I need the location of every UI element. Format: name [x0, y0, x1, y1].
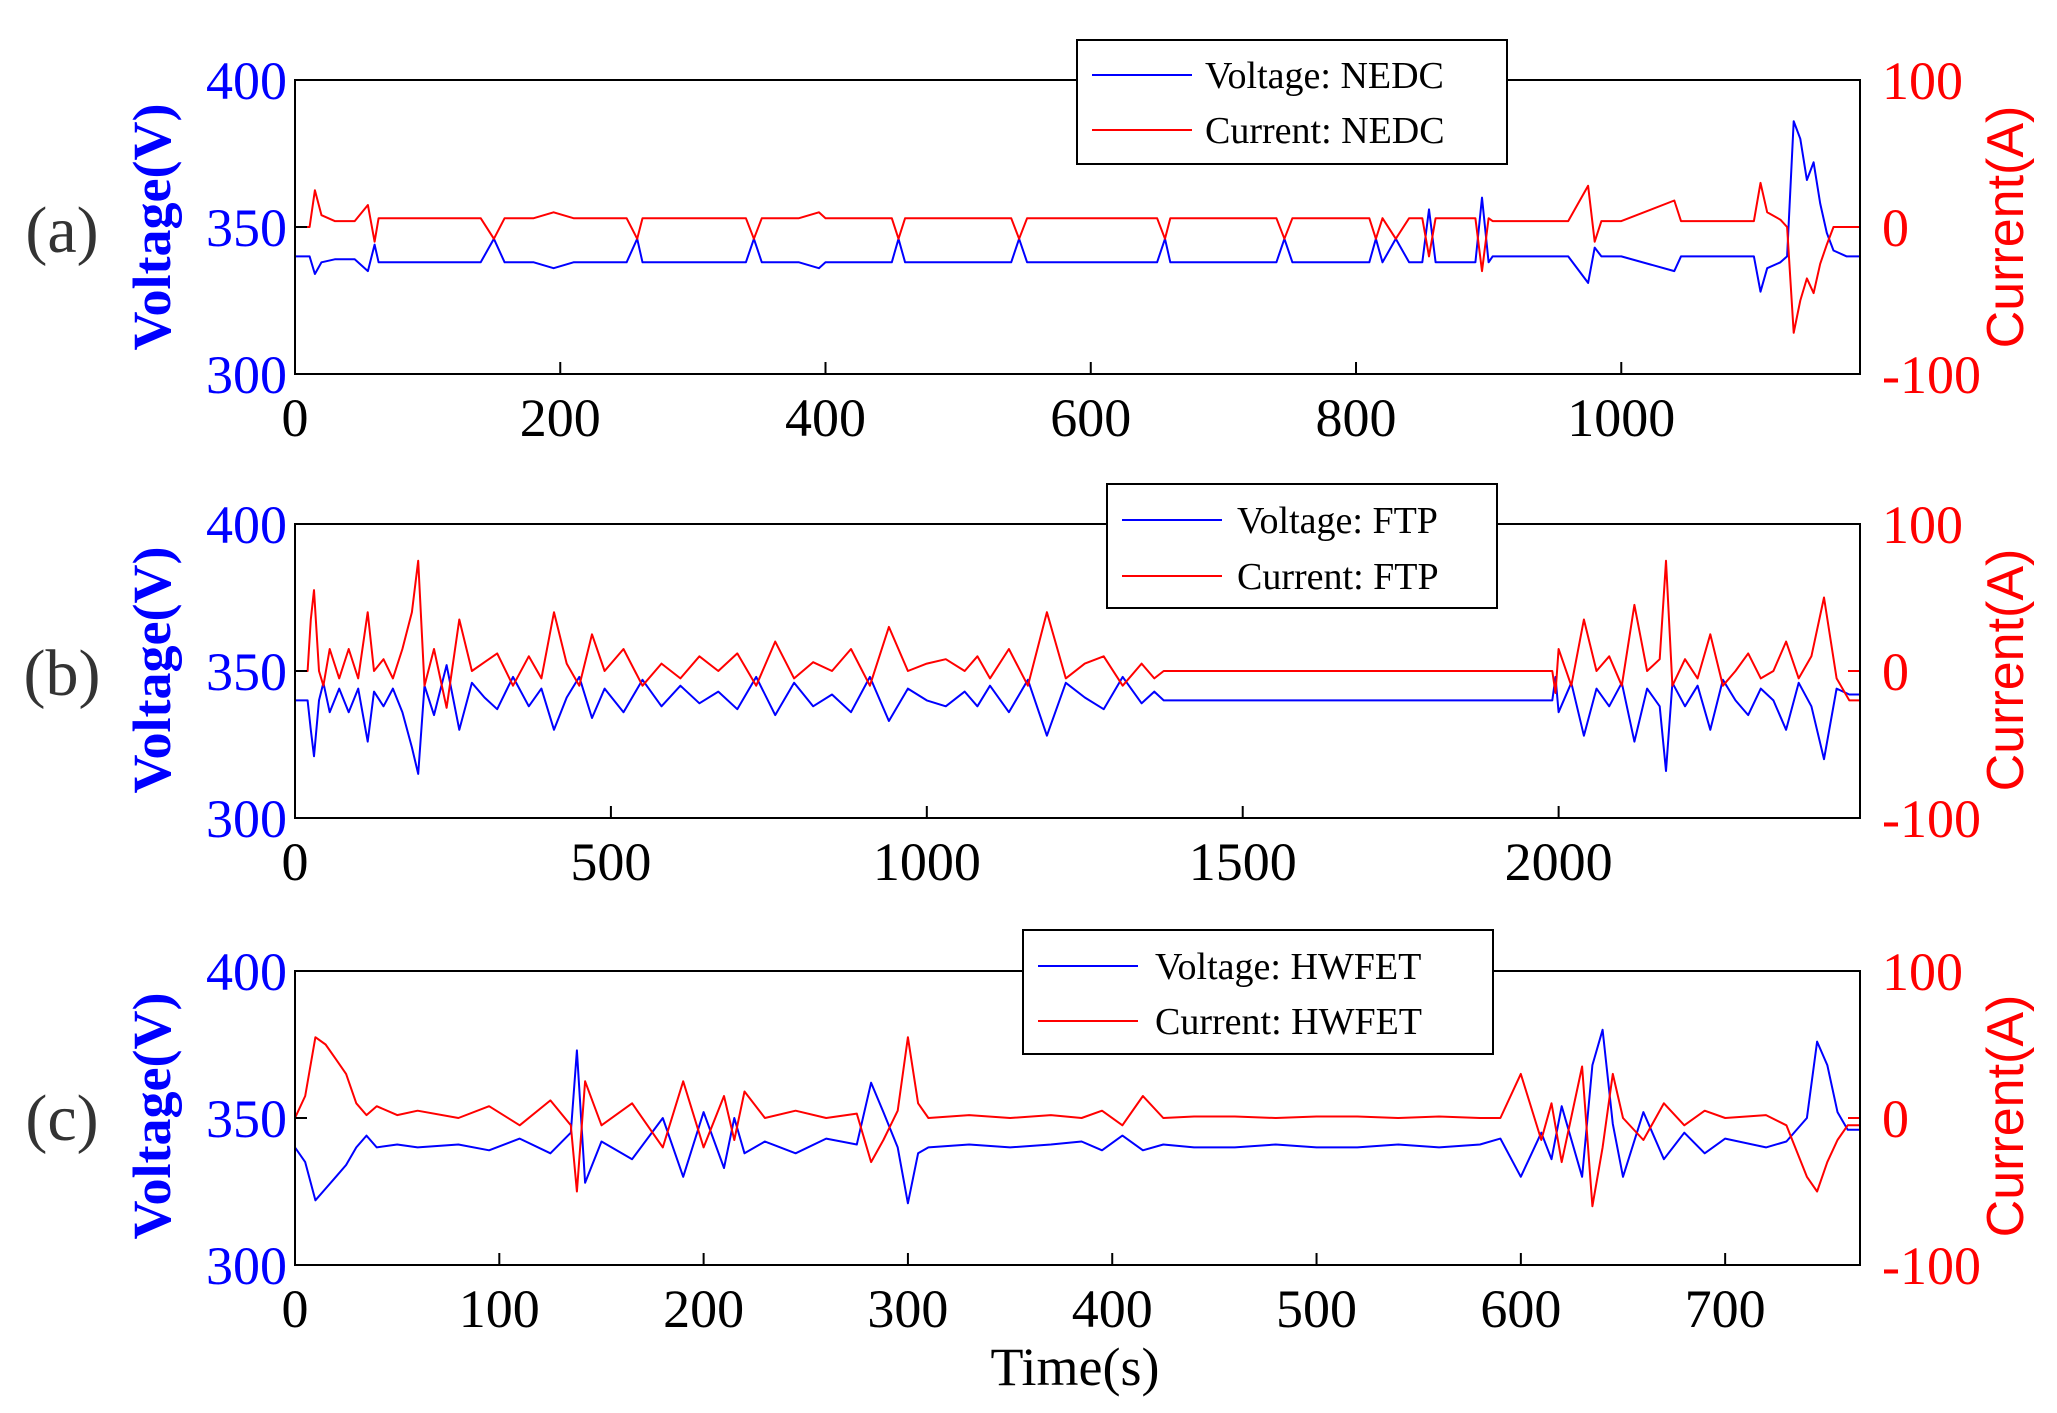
series-line-current [295, 1036, 1860, 1208]
axes-frame [294, 523, 1861, 819]
left-axis-label: Voltage(V) [122, 104, 182, 351]
y-right-tick-label: 0 [1882, 1089, 1909, 1149]
legend-entry-voltage: Voltage: NEDC [1205, 55, 1444, 97]
y-left-tick-label: 350 [206, 642, 287, 702]
y-left-tick-label: 400 [206, 942, 287, 1002]
x-tick-label: 800 [1316, 388, 1397, 448]
series-line-current [295, 181, 1860, 334]
y-right-tick-label: -100 [1882, 1236, 1981, 1296]
y-right-tick-label: 100 [1882, 51, 1963, 111]
plot-area: 0 100 200 300 400 500 600 700 300 350 400 -100 0 100 [206, 942, 1981, 1339]
legend-box [1022, 929, 1494, 1055]
legend: Voltage: FTP Current: FTP [1106, 483, 1498, 609]
series-line-voltage [295, 120, 1860, 293]
left-axis-label: Voltage(V) [122, 547, 182, 794]
legend-entry-current: Current: NEDC [1205, 110, 1445, 152]
left-axis-label: Voltage(V) [122, 993, 182, 1240]
x-tick-label: 500 [1276, 1279, 1357, 1339]
x-tick-label: 100 [459, 1279, 540, 1339]
legend-entry-current: Current: FTP [1237, 556, 1439, 598]
panel-a: (a) Voltage(V) Current(A) 0 200 400 600 800 1… [25, 39, 2035, 448]
x-axis-label: Time(s) [990, 1337, 1159, 1397]
right-axis-label: Current(A) [1977, 995, 2035, 1238]
x-tick-label: 700 [1685, 1279, 1766, 1339]
x-tick-label: 500 [570, 832, 651, 892]
x-tick-label: 0 [282, 832, 309, 892]
panel-c: (c) Voltage(V) Current(A) 0 100 200 300 400 5… [25, 929, 2035, 1339]
y-right-tick-label: -100 [1882, 345, 1981, 405]
panel-label: (c) [25, 1082, 98, 1155]
y-left-tick-label: 400 [206, 51, 287, 111]
x-tick-label: 600 [1480, 1279, 1561, 1339]
y-right-tick-label: 0 [1882, 642, 1909, 702]
panel-label: (a) [25, 194, 98, 267]
x-tick-label: 200 [663, 1279, 744, 1339]
panel-b: (b) Voltage(V) Current(A) 0 500 1000 1500 20… [24, 483, 2035, 892]
x-tick-label: 1000 [873, 832, 981, 892]
x-tick-label: 2000 [1505, 832, 1613, 892]
legend-box [1106, 483, 1498, 609]
legend: Voltage: HWFET Current: HWFET [1022, 929, 1494, 1055]
x-tick-label: 400 [785, 388, 866, 448]
legend-box [1076, 39, 1508, 165]
y-right-tick-label: 100 [1882, 942, 1963, 1002]
x-tick-label: 0 [282, 388, 309, 448]
y-left-tick-label: 300 [206, 345, 287, 405]
y-left-tick-label: 350 [206, 1089, 287, 1149]
y-right-tick-label: 100 [1882, 495, 1963, 555]
x-tick-label: 200 [520, 388, 601, 448]
legend-entry-voltage: Voltage: FTP [1237, 500, 1438, 542]
plot-area: 0 500 1000 1500 2000 300 350 400 -100 0 100 [206, 495, 1981, 892]
y-left-tick-label: 350 [206, 198, 287, 258]
y-left-tick-label: 300 [206, 789, 287, 849]
y-left-tick-label: 400 [206, 495, 287, 555]
legend-entry-current: Current: HWFET [1155, 1001, 1422, 1043]
panel-label: (b) [24, 637, 101, 710]
x-tick-label: 400 [1072, 1279, 1153, 1339]
series-line-voltage [295, 664, 1860, 775]
x-tick-label: 300 [867, 1279, 948, 1339]
x-tick-label: 0 [282, 1279, 309, 1339]
x-tick-label: 1000 [1567, 388, 1675, 448]
plot-area: 0 200 400 600 800 1000 300 350 400 -100 0 100 [206, 51, 1981, 448]
right-axis-label: Current(A) [1977, 549, 2035, 792]
series-line-current [295, 559, 1860, 709]
x-tick-label: 1500 [1189, 832, 1297, 892]
y-left-tick-label: 300 [206, 1236, 287, 1296]
y-right-tick-label: 0 [1882, 198, 1909, 258]
y-right-tick-label: -100 [1882, 789, 1981, 849]
right-axis-label: Current(A) [1977, 106, 2035, 349]
legend: Voltage: NEDC Current: NEDC [1076, 39, 1508, 165]
x-tick-label: 600 [1050, 388, 1131, 448]
legend-entry-voltage: Voltage: HWFET [1155, 946, 1421, 988]
